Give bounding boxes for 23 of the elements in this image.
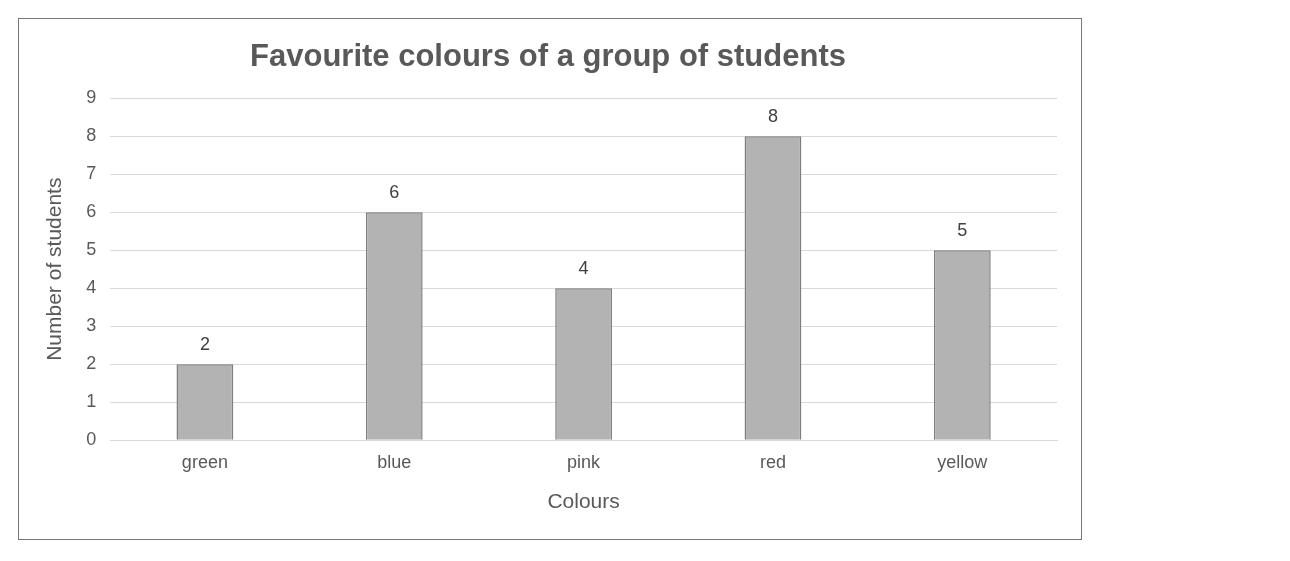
x-axis-title: Colours	[547, 489, 620, 513]
data-label: 6	[389, 182, 400, 203]
x-tick-label: blue	[377, 451, 412, 472]
y-tick-label: 7	[86, 163, 97, 184]
y-tick-label: 9	[86, 87, 97, 108]
y-tick-label: 3	[86, 315, 97, 336]
y-tick-label: 4	[86, 277, 97, 298]
y-tick-label: 1	[86, 391, 97, 412]
y-tick-label: 2	[86, 353, 97, 374]
y-tick-label: 6	[86, 201, 97, 222]
y-tick-label: 0	[86, 429, 97, 450]
chart-title: Favourite colours of a group of students	[250, 38, 846, 74]
x-tick-label: green	[181, 451, 228, 472]
x-tick-label: pink	[567, 451, 602, 472]
data-label: 8	[767, 106, 778, 127]
data-label: 2	[199, 334, 210, 355]
x-tick-label: red	[759, 451, 786, 472]
data-label: 5	[957, 220, 968, 241]
x-tick-label: yellow	[937, 451, 989, 472]
data-label: 4	[578, 258, 589, 279]
y-axis-title: Number of students	[42, 177, 66, 361]
y-tick-label: 5	[86, 239, 97, 260]
y-tick-label: 8	[86, 125, 97, 146]
